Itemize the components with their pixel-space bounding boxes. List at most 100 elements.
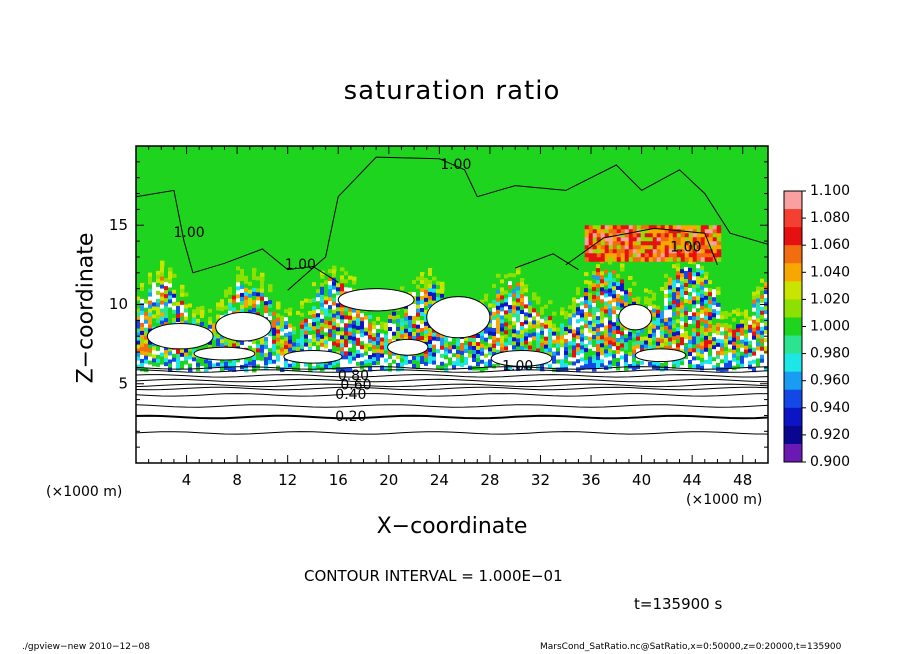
field-cell	[324, 344, 329, 349]
field-cell	[540, 362, 545, 368]
field-cell	[196, 362, 201, 368]
field-cell	[324, 292, 329, 297]
field-cell	[288, 343, 293, 349]
field-cell-high	[620, 225, 626, 230]
field-cell	[596, 344, 601, 349]
field-cell-high	[644, 257, 650, 262]
field-cell	[336, 343, 341, 348]
field-cell-high	[696, 253, 702, 258]
field-cell	[308, 314, 313, 320]
field-cell	[580, 349, 585, 354]
x-tick-label: 16	[329, 471, 348, 489]
field-cell	[160, 300, 165, 306]
field-cell	[384, 350, 389, 356]
field-cell	[752, 327, 757, 333]
field-cell	[208, 308, 213, 314]
field-cell	[652, 324, 657, 330]
field-cell	[552, 343, 557, 349]
field-cell	[260, 336, 265, 342]
contour-line-upper	[135, 189, 339, 283]
field-cell	[520, 282, 525, 287]
field-cell	[764, 298, 769, 303]
field-cell	[212, 319, 217, 324]
field-cell	[312, 282, 317, 287]
field-cell	[756, 358, 761, 363]
field-cell	[304, 326, 309, 332]
field-cell	[416, 296, 421, 302]
field-cell	[612, 330, 617, 335]
field-cell	[748, 320, 753, 326]
field-cell-high	[624, 225, 630, 230]
footer-left: ./gpview−new 2010−12−08	[22, 642, 150, 652]
field-cell	[532, 320, 537, 325]
field-cell	[568, 301, 573, 306]
field-cell	[288, 307, 293, 313]
field-cell	[572, 321, 577, 326]
field-cell	[348, 343, 353, 349]
field-cell	[736, 340, 741, 345]
field-cell	[180, 312, 185, 318]
field-cell	[184, 348, 189, 354]
field-cell	[664, 269, 669, 275]
field-cell	[524, 340, 529, 345]
field-cell	[536, 332, 541, 338]
field-cell	[688, 331, 693, 337]
field-cell	[192, 305, 197, 310]
field-cell	[312, 342, 317, 347]
field-cell	[428, 299, 433, 305]
field-cell	[668, 337, 673, 342]
field-cell-high	[616, 253, 622, 258]
field-cell	[340, 291, 345, 296]
field-cell	[544, 344, 549, 350]
field-cell	[168, 311, 173, 316]
field-cell-high	[648, 245, 654, 250]
field-cell	[172, 309, 177, 315]
field-cell	[416, 316, 421, 322]
field-cell	[216, 306, 221, 311]
field-cell	[172, 281, 177, 287]
field-cell	[244, 339, 249, 345]
field-cell	[236, 366, 241, 371]
field-cell	[568, 361, 573, 366]
field-cell	[268, 360, 273, 365]
field-cell	[736, 352, 741, 357]
field-cell	[668, 285, 673, 290]
field-cell	[716, 298, 721, 304]
field-cell	[748, 344, 753, 350]
field-cell	[716, 342, 721, 348]
field-cell	[328, 365, 333, 370]
field-cell	[312, 330, 317, 335]
field-cell	[408, 323, 413, 329]
field-cell	[584, 296, 589, 301]
field-cell	[696, 332, 701, 337]
field-cell	[432, 364, 437, 370]
field-cell	[388, 327, 393, 332]
colorbar-label: 1.020	[810, 291, 850, 307]
field-cell	[228, 286, 233, 292]
field-cell	[568, 337, 573, 342]
field-cell	[752, 335, 757, 341]
field-cell	[332, 293, 337, 299]
field-cell	[484, 297, 489, 303]
field-cell	[140, 314, 145, 320]
field-cell	[380, 329, 385, 335]
field-cell	[464, 365, 469, 370]
field-cell	[580, 317, 585, 322]
field-cell	[156, 278, 161, 284]
field-cell	[176, 314, 181, 319]
contour-line-low	[135, 383, 769, 388]
field-cell-high	[680, 245, 686, 250]
field-cell	[640, 328, 645, 334]
field-cell	[704, 303, 709, 309]
field-cell	[620, 363, 625, 368]
field-cell-high	[588, 225, 594, 230]
field-cell	[540, 310, 545, 316]
field-cell-high	[632, 245, 638, 250]
field-cell	[388, 359, 393, 364]
field-cell	[316, 365, 321, 370]
field-cell	[680, 301, 685, 306]
field-cell	[740, 315, 745, 321]
field-cell	[620, 271, 625, 276]
field-cell	[224, 309, 229, 315]
field-cell	[408, 359, 413, 365]
